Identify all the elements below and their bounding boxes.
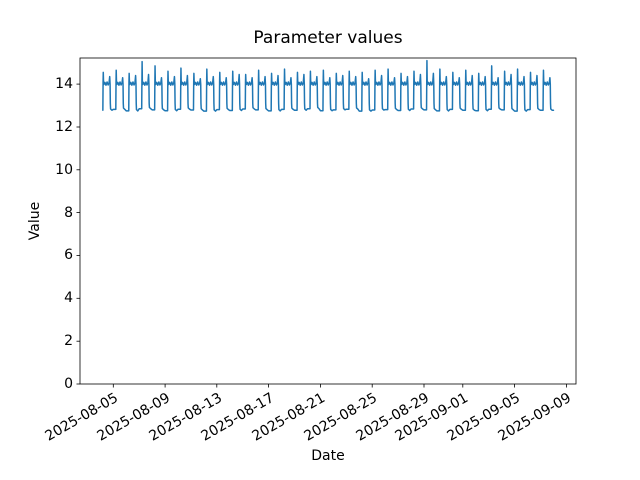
y-tick-label: 10 (55, 161, 73, 178)
x-axis-label: Date (311, 448, 345, 464)
y-axis-label: Value (27, 201, 43, 241)
y-tick-label: 0 (64, 376, 73, 392)
chart-title: Parameter values (253, 28, 403, 48)
y-tick-label: 6 (64, 247, 73, 264)
line-series (102, 59, 555, 112)
y-tick-label: 4 (64, 290, 73, 307)
y-tick-label: 14 (55, 76, 73, 93)
y-tick-label: 2 (64, 333, 73, 350)
y-tick-label: 12 (55, 118, 73, 135)
y-tick-label: 8 (64, 204, 73, 221)
axes-spines (79, 57, 577, 385)
